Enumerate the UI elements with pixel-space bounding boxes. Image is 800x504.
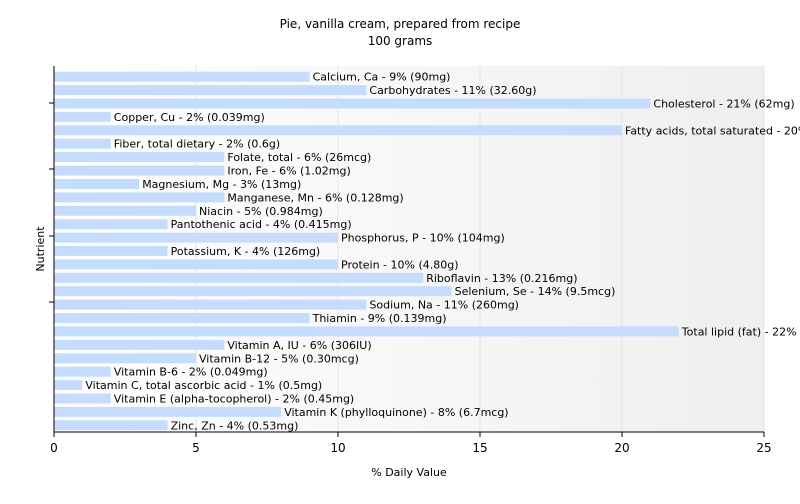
- x-axis-label: % Daily Value: [371, 466, 447, 479]
- bar: [54, 353, 196, 364]
- bar-label: Vitamin E (alpha-tocopherol) - 2% (0.45m…: [114, 393, 354, 406]
- bar: [54, 232, 338, 243]
- bar: [54, 152, 225, 163]
- x-tick-label: 15: [472, 441, 487, 455]
- bar-label: Vitamin C, total ascorbic acid - 1% (0.5…: [85, 379, 322, 392]
- bar-label: Protein - 10% (4.80g): [341, 258, 459, 271]
- bar-label: Potassium, K - 4% (126mg): [171, 245, 321, 258]
- bar-label: Manganese, Mn - 6% (0.128mg): [227, 191, 403, 204]
- bar-label: Niacin - 5% (0.984mg): [199, 205, 323, 218]
- bar-label: Copper, Cu - 2% (0.039mg): [114, 111, 265, 124]
- bar-labels: Calcium, Ca - 9% (90mg)Carbohydrates - 1…: [85, 71, 800, 433]
- bar-label: Fiber, total dietary - 2% (0.6g): [114, 138, 280, 151]
- bar-label: Folate, total - 6% (26mcg): [227, 151, 371, 164]
- bar-label: Sodium, Na - 11% (260mg): [369, 299, 519, 312]
- bar: [54, 420, 168, 431]
- bar-label: Zinc, Zn - 4% (0.53mg): [171, 419, 299, 432]
- chart-subtitle: 100 grams: [368, 34, 433, 48]
- bar-label: Iron, Fe - 6% (1.02mg): [227, 165, 350, 178]
- bar-label: Vitamin B-6 - 2% (0.049mg): [114, 366, 268, 379]
- y-axis-ticks: [49, 102, 54, 303]
- x-tick-label: 0: [50, 441, 58, 455]
- bar: [54, 380, 83, 391]
- bar: [54, 406, 282, 417]
- x-tick-label: 5: [192, 441, 200, 455]
- bar-label: Fatty acids, total saturated - 20% (4.03…: [625, 124, 800, 137]
- bar: [54, 98, 651, 109]
- bar: [54, 272, 424, 283]
- bar: [54, 326, 679, 337]
- bar: [54, 299, 367, 310]
- x-tick-label: 20: [614, 441, 629, 455]
- y-axis-label: Nutrient: [34, 226, 47, 272]
- bar-label: Thiamin - 9% (0.139mg): [312, 312, 447, 325]
- x-tick-label: 10: [330, 441, 345, 455]
- bar: [54, 246, 168, 256]
- bar: [54, 259, 338, 270]
- bar-label: Vitamin B-12 - 5% (0.30mcg): [199, 352, 359, 365]
- bar: [54, 111, 111, 122]
- bar: [54, 205, 196, 216]
- chart-title: Pie, vanilla cream, prepared from recipe: [280, 17, 521, 31]
- bar-label: Riboflavin - 13% (0.216mg): [426, 272, 577, 285]
- bar: [54, 286, 452, 297]
- bar-label: Vitamin A, IU - 6% (306IU): [227, 339, 371, 352]
- bar-label: Vitamin K (phylloquinone) - 8% (6.7mcg): [284, 406, 508, 419]
- bar: [54, 339, 225, 350]
- bar-label: Pantothenic acid - 4% (0.415mg): [171, 218, 352, 231]
- bar-label: Magnesium, Mg - 3% (13mg): [142, 178, 301, 191]
- bar: [54, 85, 367, 96]
- bar: [54, 138, 111, 149]
- bars: [54, 71, 679, 431]
- bar-label: Cholesterol - 21% (62mg): [653, 98, 794, 111]
- x-axis-ticks: 0 5 10 15 20 25: [50, 432, 772, 455]
- bar: [54, 165, 225, 176]
- bar-label: Selenium, Se - 14% (9.5mcg): [455, 285, 616, 298]
- bar: [54, 393, 111, 404]
- bar-label: Total lipid (fat) - 22% (14.40g): [681, 325, 800, 338]
- bar: [54, 125, 622, 136]
- bar: [54, 71, 310, 82]
- x-tick-label: 25: [756, 441, 771, 455]
- bar-label: Phosphorus, P - 10% (104mg): [341, 232, 505, 245]
- bar: [54, 313, 310, 323]
- bar: [54, 366, 111, 377]
- bar-label: Carbohydrates - 11% (32.60g): [369, 84, 536, 97]
- bar: [54, 179, 140, 189]
- bar: [54, 219, 168, 230]
- bar-label: Calcium, Ca - 9% (90mg): [313, 71, 451, 84]
- bar: [54, 192, 225, 203]
